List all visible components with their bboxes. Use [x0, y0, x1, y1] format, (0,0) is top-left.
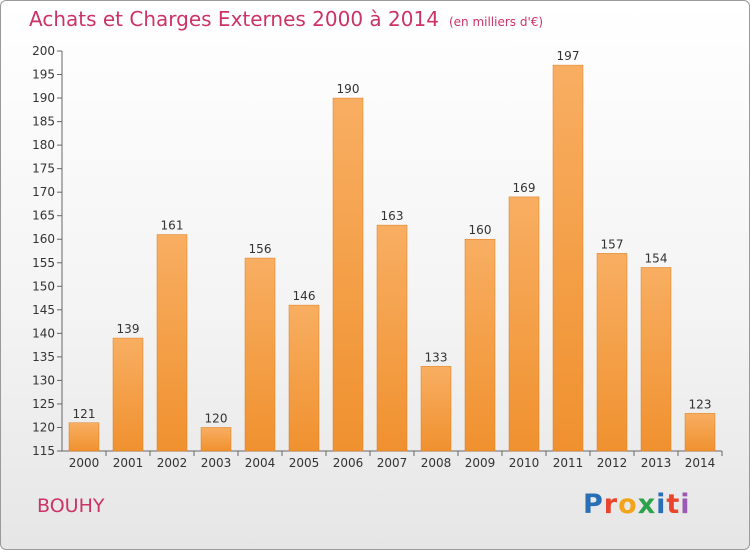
x-tick-label: 2005: [289, 456, 320, 470]
x-tick-label: 2014: [685, 456, 716, 470]
bar-value-label: 190: [337, 82, 360, 96]
bar-value-label: 197: [557, 49, 580, 63]
bar: [464, 238, 496, 452]
y-tick-label: 180: [32, 138, 55, 152]
x-tick-label: 2009: [465, 456, 496, 470]
x-tick-label: 2013: [641, 456, 672, 470]
bar-value-label: 169: [513, 181, 536, 195]
bar: [640, 267, 672, 452]
x-tick-label: 2004: [245, 456, 276, 470]
bar: [420, 366, 452, 452]
y-tick-label: 185: [32, 115, 55, 129]
chart-title: Achats et Charges Externes 2000 à 2014 (e…: [29, 7, 543, 31]
logo-letter: P: [583, 489, 604, 520]
y-tick-label: 195: [32, 68, 55, 82]
logo-letter: i: [656, 489, 667, 520]
x-tick-label: 2011: [553, 456, 584, 470]
x-tick-label: 2012: [597, 456, 628, 470]
y-tick-label: 125: [32, 397, 55, 411]
bar-value-label: 120: [205, 411, 228, 425]
y-tick-label: 175: [32, 162, 55, 176]
bar: [552, 64, 584, 452]
y-tick-label: 155: [32, 256, 55, 270]
chart-title-text: Achats et Charges Externes 2000 à 2014: [29, 7, 439, 31]
bar-value-label: 161: [161, 219, 184, 233]
bar-value-label: 123: [689, 397, 712, 411]
bar: [376, 224, 408, 452]
bar-value-label: 133: [425, 350, 448, 364]
bar: [112, 337, 144, 452]
town-name: BOUHY: [37, 495, 105, 517]
bar: [68, 422, 100, 452]
y-tick-label: 160: [32, 232, 55, 246]
bar: [200, 427, 232, 452]
logo-letter: r: [603, 489, 619, 520]
x-tick-label: 2001: [113, 456, 144, 470]
y-tick-label: 150: [32, 279, 55, 293]
y-tick-label: 140: [32, 326, 55, 340]
proxiti-logo: Proxiti: [583, 489, 691, 520]
y-tick-label: 190: [32, 91, 55, 105]
logo-letter: x: [637, 489, 657, 520]
bar-value-label: 163: [381, 209, 404, 223]
bar: [244, 257, 276, 452]
y-tick-label: 115: [32, 444, 55, 458]
logo-letter: t: [666, 489, 681, 520]
bar: [596, 253, 628, 452]
bar-value-label: 139: [117, 322, 140, 336]
bar: [288, 304, 320, 452]
x-tick-label: 2006: [333, 456, 364, 470]
x-tick-label: 2000: [69, 456, 100, 470]
x-tick-label: 2002: [157, 456, 188, 470]
y-tick-label: 170: [32, 185, 55, 199]
bar-value-label: 146: [293, 289, 316, 303]
x-tick-label: 2007: [377, 456, 408, 470]
x-tick-label: 2003: [201, 456, 232, 470]
bar: [156, 234, 188, 452]
chart-unit: (en milliers d'€): [448, 15, 544, 29]
y-tick-label: 135: [32, 350, 55, 364]
bar-value-label: 156: [249, 242, 272, 256]
logo-letter: o: [618, 489, 638, 520]
bar: [332, 97, 364, 452]
x-tick-label: 2008: [421, 456, 452, 470]
bar-value-label: 121: [73, 407, 96, 421]
bar: [508, 196, 540, 452]
bar: [684, 413, 716, 452]
bar-value-label: 157: [601, 237, 624, 251]
bar-value-label: 160: [469, 223, 492, 237]
y-tick-label: 200: [32, 44, 55, 58]
y-tick-label: 120: [32, 420, 55, 434]
logo-letter: i: [680, 489, 691, 520]
y-tick-label: 165: [32, 209, 55, 223]
bar-value-label: 154: [645, 251, 668, 265]
y-tick-label: 130: [32, 373, 55, 387]
y-tick-label: 145: [32, 303, 55, 317]
x-tick-label: 2010: [509, 456, 540, 470]
